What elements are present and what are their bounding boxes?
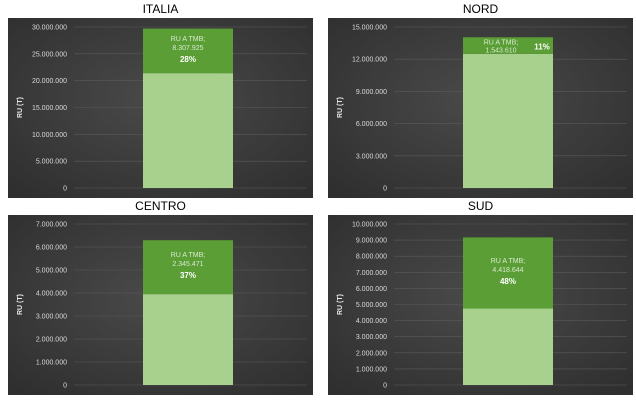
- y-tick-label: 5.000.000: [36, 268, 67, 275]
- y-tick-label: 5.000.000: [36, 159, 67, 166]
- y-tick-label: 15.000.000: [352, 25, 387, 32]
- chart-sud: 0 1.000.000 2.000.000 3.000.000 4.000.000 5.0…: [328, 215, 633, 395]
- bar-segment-base: [463, 53, 553, 189]
- chart-panel-italia: ITALIA 0 5.000.000 10.000.000 15.000.000 20.…: [8, 2, 313, 198]
- y-axis-label: RU (T): [337, 294, 344, 315]
- y-tick-label: 12.000.000: [352, 57, 387, 64]
- chart-nord: 0 3.000.000 6.000.000 9.000.000 12.000.000 15…: [328, 18, 633, 198]
- bar-segment-base: [143, 73, 233, 188]
- y-axis-label: RU (T): [17, 294, 24, 315]
- bar-segment-base: [143, 294, 233, 385]
- data-label-percent: 28%: [180, 55, 196, 64]
- bar-segment-tmb: [463, 37, 553, 54]
- y-tick-label: 0: [63, 186, 67, 193]
- y-tick-label: 10.000.000: [32, 132, 67, 139]
- bar-segment-tmb: [143, 28, 233, 74]
- y-tick-label: 25.000.000: [32, 51, 67, 58]
- data-label-percent: 48%: [500, 277, 516, 286]
- chart-title: ITALIA: [142, 2, 179, 16]
- data-label-name: RU A TMB;: [491, 258, 526, 265]
- chart-italia: 0 5.000.000 10.000.000 15.000.000 20.000.000…: [8, 18, 313, 198]
- data-label-value: 2.345.471: [172, 261, 203, 268]
- chart-panel-sud: SUD 0 1.000.000 2.000.000 3.000.000 4.000.00…: [328, 199, 633, 395]
- y-tick-label: 0: [63, 383, 67, 390]
- bar-segment-tmb: [463, 237, 553, 309]
- bar-segment-tmb: [143, 240, 233, 295]
- bar-segment-base: [463, 308, 553, 385]
- data-label-percent: 11%: [534, 42, 550, 51]
- y-tick-label: 8.000.000: [356, 254, 387, 261]
- y-tick-label: 6.000.000: [36, 245, 67, 252]
- y-tick-label: 30.000.000: [32, 25, 67, 32]
- chart-panel-nord: NORD 0 3.000.000 6.000.000 9.000.000 12.000.…: [328, 2, 633, 198]
- y-tick-label: 7.000.000: [36, 222, 67, 229]
- y-tick-label: 6.000.000: [356, 121, 387, 128]
- y-tick-label: 7.000.000: [356, 270, 387, 277]
- data-label-name: RU A TMB;: [171, 36, 206, 43]
- chart-panel-centro: CENTRO 0 1.000.000 2.000.000 3.000.000 4.000…: [8, 199, 313, 395]
- data-label-name: RU A TMB;: [171, 252, 206, 259]
- chart-centro: 0 1.000.000 2.000.000 3.000.000 4.000.000 5.0…: [8, 215, 313, 395]
- y-tick-label: 15.000.000: [32, 105, 67, 112]
- y-tick-label: 3.000.000: [36, 314, 67, 321]
- y-tick-label: 6.000.000: [356, 286, 387, 293]
- y-tick-label: 9.000.000: [356, 238, 387, 245]
- y-tick-label: 2.000.000: [36, 337, 67, 344]
- y-axis-label: RU (T): [17, 97, 24, 118]
- y-tick-label: 0: [383, 186, 387, 193]
- y-tick-label: 1.000.000: [36, 360, 67, 367]
- y-axis-label: RU (T): [337, 97, 344, 118]
- chart-title: NORD: [462, 2, 499, 16]
- chart-title: SUD: [467, 199, 494, 213]
- y-tick-label: 3.000.000: [356, 153, 387, 160]
- y-tick-label: 3.000.000: [356, 334, 387, 341]
- data-label-value: 1.543.610: [485, 47, 516, 54]
- y-tick-label: 10.000.000: [352, 222, 387, 229]
- y-tick-label: 4.000.000: [356, 318, 387, 325]
- data-label-name: RU A TMB;: [484, 39, 519, 46]
- chart-title: CENTRO: [135, 199, 186, 213]
- data-label-value: 4.418.644: [492, 267, 523, 274]
- y-tick-label: 0: [383, 383, 387, 390]
- y-tick-label: 9.000.000: [356, 89, 387, 96]
- y-tick-label: 2.000.000: [356, 350, 387, 357]
- y-tick-label: 4.000.000: [36, 291, 67, 298]
- data-label-percent: 37%: [180, 271, 196, 280]
- y-tick-label: 5.000.000: [356, 302, 387, 309]
- y-tick-label: 20.000.000: [32, 78, 67, 85]
- y-tick-label: 1.000.000: [356, 366, 387, 373]
- data-label-value: 8.307.925: [172, 45, 203, 52]
